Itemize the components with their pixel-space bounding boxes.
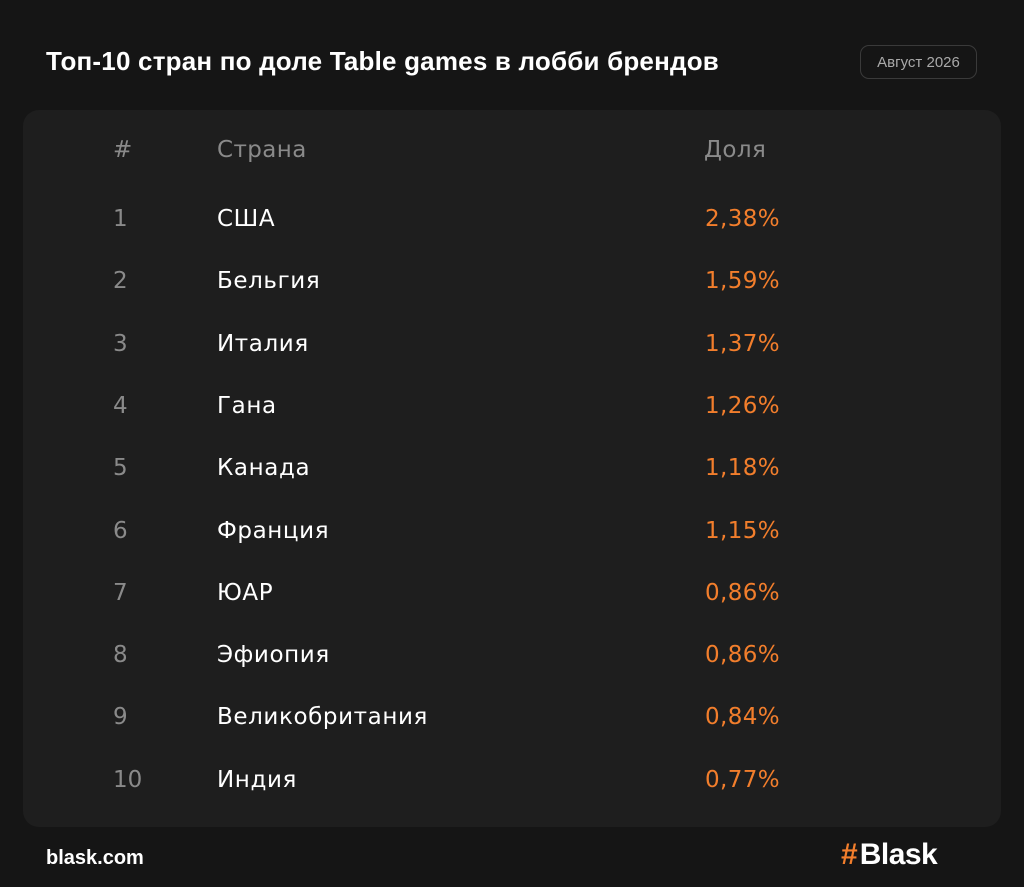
table-cell-share: 1,26% — [705, 393, 781, 419]
footer-url: blask.com — [46, 847, 144, 869]
table-cell-country: Великобритания — [217, 704, 428, 730]
brand-hash-mark: # — [841, 838, 858, 871]
table-cell-rank: 2 — [113, 268, 128, 294]
table-cell-share: 0,86% — [705, 642, 781, 668]
table-cell-share: 1,18% — [705, 455, 781, 481]
date-badge: Август 2026 — [860, 45, 977, 79]
table-cell-rank: 7 — [113, 580, 128, 606]
table-cell-rank: 1 — [113, 206, 128, 232]
table-cell-rank: 5 — [113, 455, 128, 481]
table-cell-rank: 8 — [113, 642, 128, 668]
table-cell-rank: 3 — [113, 331, 128, 357]
table-cell-country: Италия — [217, 331, 309, 357]
table-cell-country: Индия — [217, 767, 297, 793]
table-cell-country: Эфиопия — [217, 642, 330, 668]
table-cell-rank: 4 — [113, 393, 128, 419]
ranking-table: # Страна Доля 1 США 2,38% 2 Бельгия 1,59% 3 Ита… — [23, 110, 1001, 827]
table-cell-country: США — [217, 206, 276, 232]
table-cell-country: ЮАР — [217, 580, 274, 606]
table-cell-share: 1,15% — [705, 518, 781, 544]
table-cell-rank: 6 — [113, 518, 128, 544]
table-cell-country: Бельгия — [217, 268, 321, 294]
table-cell-share: 1,59% — [705, 268, 781, 294]
brand-name: Blask — [859, 838, 938, 871]
table-cell-share: 0,77% — [705, 767, 781, 793]
table-cell-share: 2,38% — [705, 206, 781, 232]
column-header-rank: # — [113, 137, 133, 163]
table-cell-country: Канада — [217, 455, 311, 481]
blask-logo: # Blask — [841, 838, 938, 871]
table-cell-country: Гана — [217, 393, 277, 419]
column-header-country: Страна — [217, 137, 307, 163]
page-title: Топ-10 стран по доле Table games в лобби… — [46, 46, 719, 76]
table-cell-share: 1,37% — [705, 331, 781, 357]
table-cell-share: 0,86% — [705, 580, 781, 606]
column-header-share: Доля — [704, 137, 767, 163]
table-cell-share: 0,84% — [705, 704, 781, 730]
table-cell-rank: 10 — [113, 767, 143, 793]
table-cell-rank: 9 — [113, 704, 128, 730]
table-cell-country: Франция — [217, 518, 330, 544]
